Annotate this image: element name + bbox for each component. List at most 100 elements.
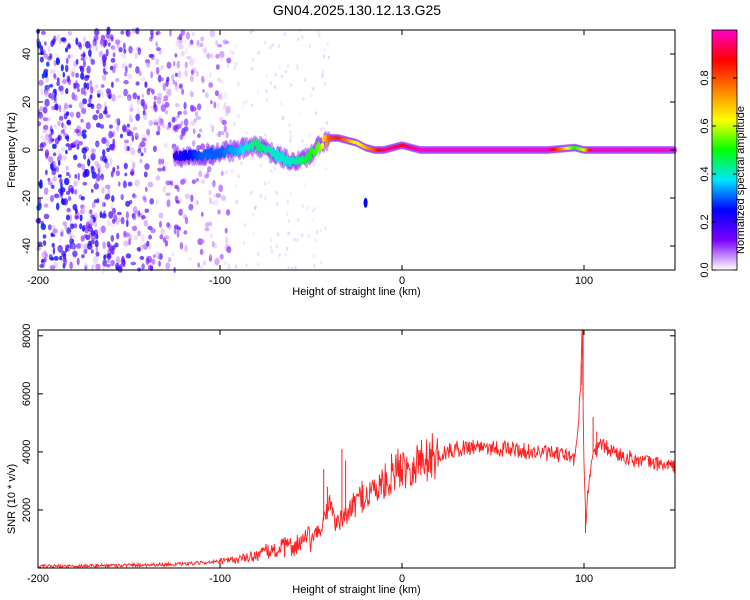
noise-blob [234, 265, 237, 270]
noise-blob [171, 143, 177, 150]
noise-blob [252, 231, 255, 236]
noise-blob [90, 148, 96, 154]
noise-blob [44, 85, 50, 90]
noise-blob [135, 113, 141, 122]
noise-blob [83, 91, 87, 96]
noise-blob [103, 71, 109, 75]
noise-blob [95, 173, 101, 182]
noise-blob [90, 153, 96, 161]
noise-blob [109, 211, 114, 219]
noise-blob [95, 265, 98, 271]
noise-blob [133, 132, 139, 137]
noise-blob [48, 84, 54, 88]
noise-blob [81, 254, 85, 259]
noise-blob [138, 70, 142, 77]
noise-blob [131, 135, 135, 142]
noise-blob [195, 200, 199, 206]
noise-blob [51, 38, 56, 45]
noise-blob [162, 166, 165, 172]
noise-blob [171, 252, 175, 257]
noise-blob [153, 254, 156, 258]
noise-blob [51, 168, 57, 176]
noise-blob [275, 244, 278, 249]
noise-blob [175, 83, 180, 90]
noise-blob [316, 230, 319, 235]
noise-blob [102, 149, 106, 157]
snr-x-ticks: -200 -100 0 100 [27, 330, 593, 585]
noise-blob [41, 258, 45, 263]
noise-blob [150, 71, 153, 79]
snr-series [37, 329, 676, 570]
snr-x-axis-label: Height of straight line (km) [292, 584, 420, 596]
noise-blob [245, 263, 248, 268]
noise-blob [153, 95, 157, 101]
noise-blob [96, 163, 101, 172]
noise-blob [303, 182, 306, 187]
noise-blob [85, 40, 91, 49]
noise-blob [233, 66, 236, 70]
noise-blob [42, 106, 48, 114]
noise-blob [296, 66, 299, 71]
noise-blob [120, 30, 125, 35]
noise-blob [89, 220, 93, 227]
noise-blob [235, 264, 238, 269]
noise-blob [61, 250, 66, 258]
noise-blob [61, 147, 66, 153]
noise-blob [209, 252, 212, 260]
noise-blob [183, 101, 187, 110]
noise-blob [123, 162, 128, 170]
noise-blob [184, 217, 189, 225]
noise-blob [149, 36, 153, 42]
noise-blob [66, 134, 69, 142]
noise-blob [126, 219, 129, 228]
noise-blob [291, 266, 294, 271]
noise-blob [301, 204, 304, 209]
noise-blob [127, 181, 133, 187]
noise-blob [284, 69, 287, 74]
noise-blob [225, 131, 229, 139]
noise-blob [48, 93, 53, 99]
y-tick-label: 20 [21, 96, 33, 108]
noise-blob [323, 47, 326, 52]
noise-blob [57, 135, 62, 141]
noise-blob [73, 189, 78, 195]
noise-blob [54, 103, 57, 110]
noise-blob [149, 29, 154, 36]
noise-blob [135, 27, 140, 35]
ridge-cell [314, 149, 318, 156]
noise-blob [110, 259, 115, 267]
noise-blob [207, 166, 212, 173]
colorbar-ticks: 0.0 0.2 0.4 0.6 0.8 [699, 70, 737, 278]
noise-blob [161, 123, 166, 129]
noise-blob [61, 129, 65, 134]
noise-blob [154, 107, 158, 113]
noise-blob [225, 209, 231, 216]
noise-blob [116, 165, 120, 170]
noise-blob [185, 47, 188, 55]
figure-title: GN04.2025.130.12.13.G25 [273, 2, 441, 18]
noise-blob [58, 115, 64, 121]
noise-blob [159, 234, 164, 240]
noise-blob [208, 72, 213, 79]
noise-blob [287, 219, 291, 223]
noise-blob [40, 135, 46, 141]
noise-blob [306, 206, 309, 211]
noise-blob [87, 158, 91, 167]
noise-blob [66, 171, 70, 177]
noise-blob [116, 220, 119, 225]
noise-blob [219, 51, 225, 58]
noise-blob [82, 133, 87, 139]
noise-blob [75, 111, 81, 119]
noise-blob [129, 107, 134, 113]
noise-blob [320, 260, 323, 265]
noise-blob [141, 215, 146, 220]
noise-blob [192, 128, 196, 135]
x-tick-label: -100 [209, 275, 231, 287]
noise-blob [139, 158, 143, 164]
noise-blob [98, 89, 102, 93]
noise-blob [123, 80, 129, 85]
noise-blob [90, 230, 96, 237]
noise-blob [204, 222, 210, 228]
noise-blob [216, 102, 220, 110]
noise-blob [143, 219, 149, 227]
